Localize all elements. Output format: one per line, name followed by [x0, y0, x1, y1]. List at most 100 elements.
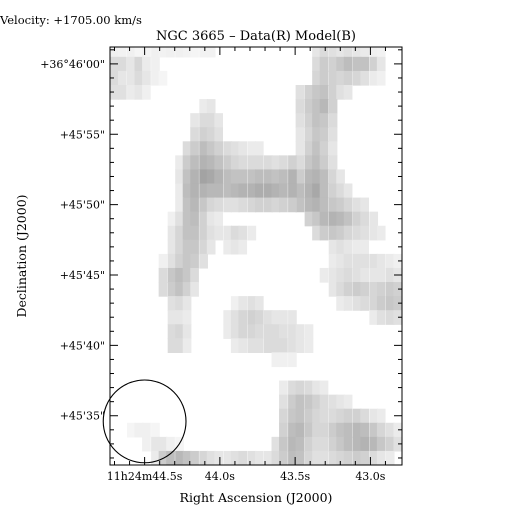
intensity-cell: [271, 324, 281, 339]
intensity-cell: [312, 70, 321, 86]
intensity-cell: [393, 422, 402, 438]
intensity-cell: [304, 450, 314, 465]
intensity-cell: [206, 197, 216, 213]
intensity-cell: [304, 394, 314, 410]
intensity-cell: [336, 169, 345, 185]
intensity-cell: [182, 141, 192, 156]
intensity-cell: [271, 352, 281, 368]
intensity-cell: [238, 239, 248, 255]
intensity-cell: [312, 422, 321, 438]
intensity-cell: [319, 197, 329, 213]
intensity-cell: [319, 113, 329, 128]
intensity-cell: [343, 282, 353, 297]
intensity-cell: [343, 211, 353, 227]
intensity-cell: [279, 422, 288, 438]
intensity-cell: [385, 253, 395, 269]
intensity-cell: [376, 282, 386, 297]
intensity-cell: [352, 296, 362, 311]
intensity-cell: [190, 282, 199, 297]
intensity-cell: [127, 47, 136, 58]
intensity-cell: [336, 183, 345, 199]
intensity-cell: [238, 310, 248, 325]
intensity-cell: [336, 267, 345, 283]
intensity-cell: [369, 253, 379, 269]
intensity-cell: [118, 56, 127, 72]
intensity-cell: [175, 338, 184, 353]
intensity-cell: [328, 113, 338, 128]
intensity-cell: [369, 47, 379, 58]
intensity-cell: [214, 197, 224, 213]
intensity-cell: [175, 296, 184, 311]
intensity-cell: [199, 141, 208, 156]
intensity-cell: [295, 141, 305, 156]
intensity-cell: [393, 253, 402, 269]
intensity-cell: [295, 183, 305, 199]
intensity-cell: [238, 183, 248, 199]
intensity-cell: [166, 450, 175, 465]
intensity-cell: [352, 56, 362, 72]
intensity-cell: [182, 450, 192, 465]
intensity-cell: [167, 239, 177, 255]
intensity-cell: [223, 141, 233, 156]
intensity-cell: [247, 141, 257, 156]
intensity-cell: [199, 253, 208, 269]
intensity-cell: [110, 47, 120, 58]
intensity-cell: [182, 169, 192, 185]
intensity-cell: [352, 408, 362, 424]
intensity-cell: [288, 338, 297, 353]
intensity-cell: [223, 155, 233, 171]
intensity-cell: [304, 380, 314, 396]
intensity-cell: [279, 352, 288, 368]
intensity-cell: [328, 267, 338, 283]
y-tick-labels: +36°46'00" +45'55" +45'50" +45'45" +45'40" +4…: [40, 58, 105, 423]
intensity-cell: [288, 450, 297, 465]
intensity-cell: [279, 436, 288, 452]
intensity-cell: [206, 141, 216, 156]
intensity-cell: [127, 70, 136, 86]
intensity-cell: [369, 225, 379, 241]
intensity-cell: [271, 197, 281, 213]
intensity-cell: [271, 310, 281, 325]
intensity-cell: [199, 99, 208, 114]
intensity-cell: [175, 211, 184, 227]
intensity-cell: [328, 450, 338, 465]
intensity-cell: [328, 394, 338, 410]
intensity-cell: [142, 47, 151, 58]
intensity-cell: [254, 183, 264, 199]
intensity-cell: [328, 282, 338, 297]
intensity-cell: [295, 197, 305, 213]
intensity-cell: [304, 141, 314, 156]
intensity-cell: [336, 296, 345, 311]
intensity-cell: [336, 422, 345, 438]
intensity-cell: [254, 324, 264, 339]
intensity-cell: [182, 253, 192, 269]
intensity-cell: [288, 183, 297, 199]
intensity-cell: [352, 197, 362, 213]
intensity-cell: [369, 282, 379, 297]
intensity-cell: [238, 324, 248, 339]
intensity-cell: [142, 70, 151, 86]
intensity-cell: [279, 380, 288, 396]
intensity-cell: [254, 296, 264, 311]
intensity-cell: [343, 436, 353, 452]
intensity-cell: [319, 70, 329, 86]
intensity-cell: [304, 197, 314, 213]
intensity-cell: [376, 436, 386, 452]
intensity-cell: [328, 127, 338, 142]
intensity-cell: [279, 450, 288, 465]
intensity-cell: [376, 296, 386, 311]
intensity-cell: [328, 408, 338, 424]
intensity-cell: [247, 338, 257, 353]
intensity-cell: [127, 85, 136, 100]
intensity-cell: [142, 422, 151, 438]
intensity-cell: [376, 450, 386, 465]
intensity-cell: [328, 85, 338, 100]
intensity-cell: [230, 296, 240, 311]
intensity-cell: [295, 450, 305, 465]
intensity-cell: [158, 47, 168, 58]
intensity-cell: [271, 338, 281, 353]
intensity-cell: [151, 450, 160, 465]
intensity-cell: [304, 324, 314, 339]
intensity-cell: [360, 450, 370, 465]
intensity-cell: [312, 197, 321, 213]
